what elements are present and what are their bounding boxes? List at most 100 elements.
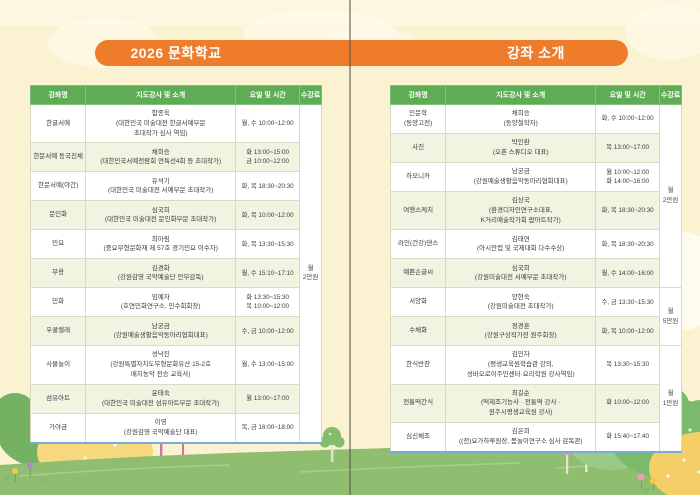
course-name-cell: 우쿨렐레 bbox=[29, 316, 87, 347]
schedule-cell: 화 10:00~12:00 bbox=[595, 383, 661, 423]
schedule-cell: 월 10:00~12:00 화 14:00~16:00 bbox=[595, 162, 661, 192]
table-row: 하모니카 남궁금 (강원예술생활음악동아리협회대표) 월 10:00~12:00 화… bbox=[389, 162, 682, 192]
schedule-cell: 월, 수 14:00~16:00 bbox=[595, 258, 661, 289]
flower-icon bbox=[637, 473, 657, 493]
course-name-cell: 한문서예(야간) bbox=[29, 171, 87, 202]
course-table: 강좌명 지도강사 및 소개 요일 및 시간 수강료 인문학 (동양고전) 채희승 (동양… bbox=[389, 85, 682, 453]
schedule-cell: 월, 수 13:00~15:00 bbox=[235, 345, 301, 385]
table-row: 인문학 (동양고전) 채희승 (동양철학자) 화, 수 10:00~12:00 월 2… bbox=[389, 103, 682, 289]
instructor-cell: 심국희 (대한민국 미술대전 문인화부문 초대작가) bbox=[85, 200, 237, 231]
column-header: 요일 및 시간 bbox=[595, 85, 661, 105]
table-row: 심신체조 김은희 ((전)요가하루원장, 몸놀이연구소 심사 감독관) 화 15:4… bbox=[389, 421, 682, 453]
course-name-cell: 인문학 (동양고전) bbox=[389, 104, 447, 134]
table-row: 가야금 이영 (강원감영 국악예술단 대표) 목, 금 16:00~18:00 bbox=[29, 412, 322, 443]
table-row: 섬유아트 윤태숙 (대한민국 미술대전 섬유아트부문 초대작가) 월 13:00~1… bbox=[29, 383, 322, 414]
table-row: 한문서예 동국진체 채희승 (대한민국서예전람회 연특선4회 등 초대작가) 화 1… bbox=[29, 142, 322, 173]
table-row: 여행스케치 김상국 (환경디자인연구소대표, K거리예술작가회 팝아트작가) 화, … bbox=[389, 190, 682, 231]
table-row: 한문서예(야간) 유석기 (대한민국 미술대전 서예부문 초대작가) 화, 목 18… bbox=[29, 171, 322, 202]
course-name-cell: 전통떡간식 bbox=[389, 383, 447, 423]
column-header: 수강료 bbox=[299, 85, 322, 105]
fee-cell: 월 5만원 bbox=[659, 287, 682, 347]
instructor-cell: 김은희 ((전)요가하루원장, 몸놀이연구소 심사 감독관) bbox=[445, 421, 597, 453]
table-row: 예쁜손글씨 심국희 (강원미술대전 서예부문 초대작가) 월, 수 14:00~16… bbox=[389, 258, 682, 289]
table-row: 우쿨렐레 남궁금 (강원예술생활음악동아리협회대표) 수, 금 10:00~12:0… bbox=[29, 316, 322, 347]
instructor-cell: 채희승 (대한민국서예전람회 연특선4회 등 초대작가) bbox=[85, 142, 237, 173]
course-name-cell: 민화 bbox=[29, 287, 87, 318]
course-name-cell: 심신체조 bbox=[389, 421, 447, 453]
course-name-cell: 섬유아트 bbox=[29, 383, 87, 414]
instructor-cell: 남궁금 (강원예술생활음악동아리협회대표) bbox=[445, 162, 597, 192]
course-name-cell: 사진 bbox=[389, 133, 447, 163]
table-row: 민화 임예자 (호연민화연구소, 민수회회장) 화 13:30~15:30 목 10… bbox=[29, 287, 322, 318]
course-name-cell: 가야금 bbox=[29, 412, 87, 443]
course-name-cell: 무용 bbox=[29, 258, 87, 289]
schedule-cell: 화 13:30~15:30 목 10:00~12:00 bbox=[235, 287, 301, 318]
page-title-culture-school: 2026 문화학교 bbox=[130, 45, 222, 61]
course-name-cell: 한글서예 bbox=[29, 103, 87, 144]
instructor-cell: 최길순 (떡제조기능사 · 전통떡 강사 · 원주시평생교육원 강사) bbox=[445, 383, 597, 423]
course-name-cell: 예쁜손글씨 bbox=[389, 258, 447, 289]
instructor-cell: 최아림 (중요무형문화재 제 57호 경기민요 이수자) bbox=[85, 229, 237, 260]
schedule-cell: 목 13:30~15:30 bbox=[595, 345, 661, 385]
page-fold-divider bbox=[349, 0, 351, 495]
table-row: 한식반찬 김인자 (평생교육원학습관 강의, 성바오로이주민센터·요리학원 강사역… bbox=[389, 345, 682, 453]
course-name-cell: 하모니카 bbox=[389, 162, 447, 192]
table-row: 한글서예 함종욱 (대한민국 미술대전 한글서예부문 초대작가 심사 역임) 월, … bbox=[29, 103, 322, 443]
schedule-cell: 수, 금 13:30~15:30 bbox=[595, 287, 661, 318]
column-header: 요일 및 시간 bbox=[235, 85, 301, 105]
instructor-cell: 윤태숙 (대한민국 미술대전 섬유아트부문 초대작가) bbox=[85, 383, 237, 414]
schedule-cell: 화, 목 10:00~12:00 bbox=[595, 316, 661, 347]
table-row: 사물놀이 성낙진 (강원특별자치도무형문화유산 15-2호 매지농악 전승 교육사… bbox=[29, 345, 322, 385]
schedule-cell: 목 13:00~17:00 bbox=[595, 133, 661, 163]
table-row: 전통떡간식 최길순 (떡제조기능사 · 전통떡 강사 · 원주시평생교육원 강사)… bbox=[389, 383, 682, 423]
schedule-cell: 화, 목 10:00~12:00 bbox=[235, 200, 301, 231]
column-header: 지도강사 및 소개 bbox=[85, 85, 237, 105]
schedule-cell: 월, 수 15:10~17:10 bbox=[235, 258, 301, 289]
instructor-cell: 이영 (강원감영 국악예술단 대표) bbox=[85, 412, 237, 443]
schedule-cell: 수, 금 10:00~12:00 bbox=[235, 316, 301, 347]
table-row: 서양화 양현숙 (강원미술대전 초대작가) 수, 금 13:30~15:30 월 5만… bbox=[389, 287, 682, 347]
table-header-row: 강좌명 지도강사 및 소개 요일 및 시간 수강료 bbox=[389, 85, 682, 105]
instructor-cell: 심국희 (강원미술대전 서예부문 초대작가) bbox=[445, 258, 597, 289]
course-intro-table-container: 강좌명 지도강사 및 소개 요일 및 시간 수강료 인문학 (동양고전) 채희승 (동양… bbox=[389, 85, 682, 453]
flower-icon bbox=[4, 462, 46, 483]
course-table: 강좌명 지도강사 및 소개 요일 및 시간 수강료 한글서예 함종욱 (대한민국 미술대… bbox=[29, 85, 322, 444]
instructor-cell: 김인자 (평생교육원학습관 강의, 성바오로이주민센터·요리학원 강사역임) bbox=[445, 345, 597, 385]
course-name-cell: 문인화 bbox=[29, 200, 87, 231]
course-name-cell: 사물놀이 bbox=[29, 345, 87, 385]
instructor-cell: 성낙진 (강원특별자치도무형문화유산 15-2호 매지농악 전승 교육사) bbox=[85, 345, 237, 385]
schedule-cell: 목, 금 16:00~18:00 bbox=[235, 412, 301, 443]
page-title-course-intro: 강좌 소개 bbox=[507, 45, 565, 61]
course-name-cell: 한식반찬 bbox=[389, 345, 447, 385]
tree-icon bbox=[319, 427, 345, 462]
instructor-cell: 김경화 (강원감영 국악예술단 안무감독) bbox=[85, 258, 237, 289]
course-name-cell: 서양화 bbox=[389, 287, 447, 318]
instructor-cell: 정경훈 (강원구상작가전 원주회장) bbox=[445, 316, 597, 347]
table-row: 라인(건강)댄스 김태연 (아시안컵 및 국제대회 다수수상) 화, 목 18:30… bbox=[389, 229, 682, 260]
schedule-cell: 화, 목 18:30~20:30 bbox=[235, 171, 301, 202]
table-row: 무용 김경화 (강원감영 국악예술단 안무감독) 월, 수 15:10~17:10 bbox=[29, 258, 322, 289]
schedule-cell: 화 15:40~17:40 bbox=[595, 421, 661, 453]
instructor-cell: 양현숙 (강원미술대전 초대작가) bbox=[445, 287, 597, 318]
column-header: 수강료 bbox=[659, 85, 682, 105]
table-row: 사진 박인환 (오픈 스튜디오 대표) 목 13:00~17:00 bbox=[389, 133, 682, 163]
instructor-cell: 남궁금 (강원예술생활음악동아리협회대표) bbox=[85, 316, 237, 347]
schedule-cell: 화, 목 13:30~15:30 bbox=[235, 229, 301, 260]
course-name-cell: 한문서예 동국진체 bbox=[29, 142, 87, 173]
schedule-cell: 월 13:00~17:00 bbox=[235, 383, 301, 414]
header-banner bbox=[95, 40, 628, 66]
course-name-cell: 라인(건강)댄스 bbox=[389, 229, 447, 260]
fee-cell: 월 1만원 bbox=[659, 345, 682, 453]
fee-cell: 월 2만원 bbox=[299, 104, 322, 443]
table-row: 문인화 심국희 (대한민국 미술대전 문인화부문 초대작가) 화, 목 10:00~… bbox=[29, 200, 322, 231]
schedule-cell: 화, 목 18:30~20:30 bbox=[595, 229, 661, 260]
instructor-cell: 임예자 (호연민화연구소, 민수회회장) bbox=[85, 287, 237, 318]
instructor-cell: 김태연 (아시안컵 및 국제대회 다수수상) bbox=[445, 229, 597, 260]
instructor-cell: 김상국 (환경디자인연구소대표, K거리예술작가회 팝아트작가) bbox=[445, 190, 597, 231]
instructor-cell: 박인환 (오픈 스튜디오 대표) bbox=[445, 133, 597, 163]
column-header: 강좌명 bbox=[29, 85, 87, 105]
instructor-cell: 함종욱 (대한민국 미술대전 한글서예부문 초대작가 심사 역임) bbox=[85, 103, 237, 144]
instructor-cell: 채희승 (동양철학자) bbox=[445, 104, 597, 134]
cloud-icon bbox=[626, 6, 700, 60]
